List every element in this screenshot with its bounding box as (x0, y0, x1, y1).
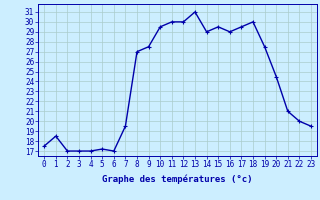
X-axis label: Graphe des températures (°c): Graphe des températures (°c) (102, 175, 253, 184)
